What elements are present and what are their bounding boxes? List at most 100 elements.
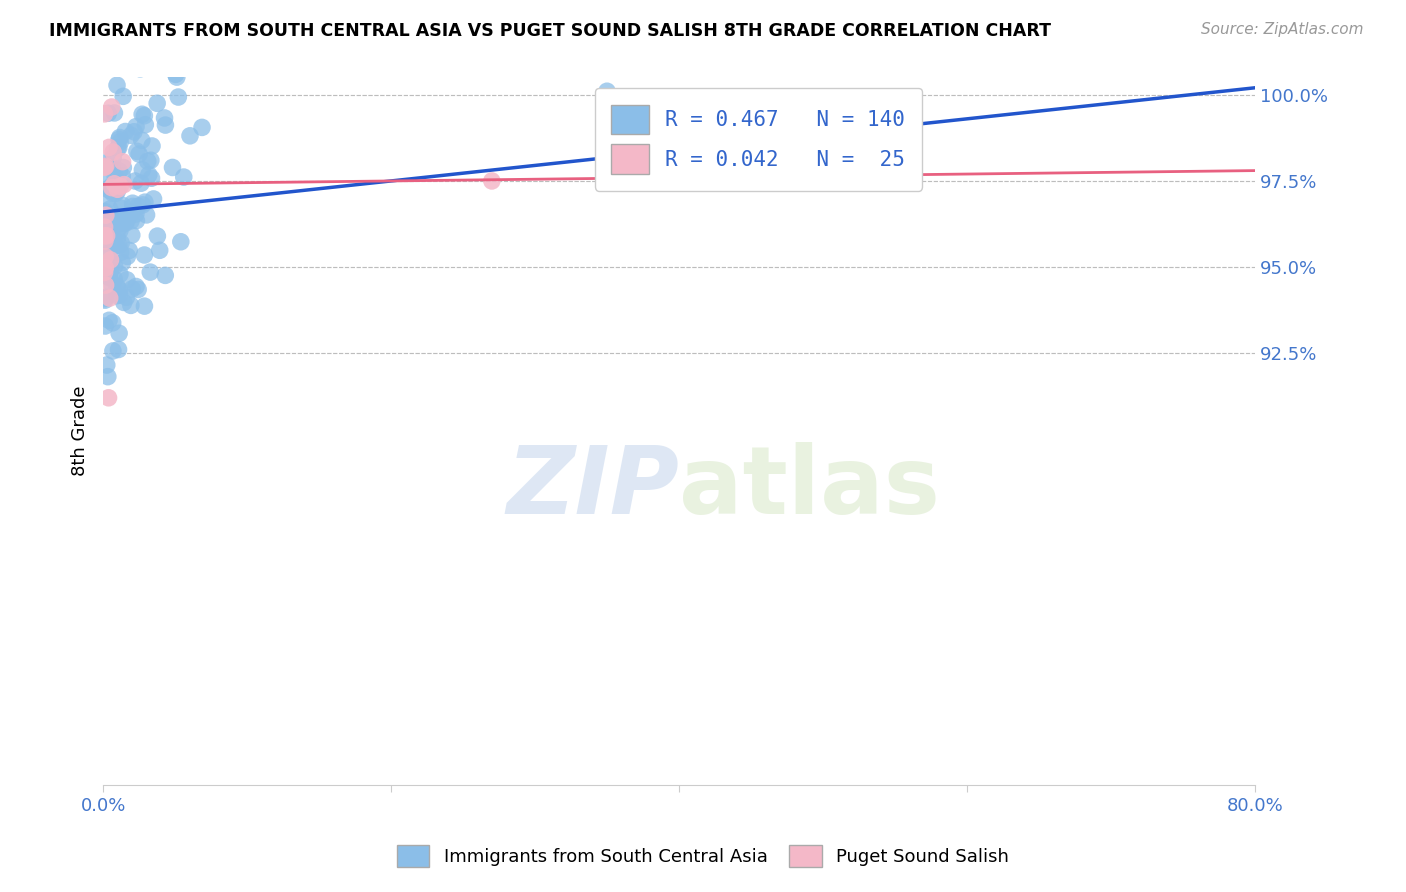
Point [93, 107, 115, 121]
Point [94, 293, 117, 308]
Point [127, 199, 149, 213]
Point [93, 218, 115, 232]
Point [108, 267, 131, 281]
Point [107, 238, 129, 252]
Point [103, 272, 125, 286]
Point [93, 235, 115, 250]
Point [141, 139, 163, 153]
Point [125, 145, 148, 159]
Point [100, 179, 122, 194]
Point [107, 141, 129, 155]
Legend: R = 0.467   N = 140, R = 0.042   N =  25: R = 0.467 N = 140, R = 0.042 N = 25 [595, 87, 922, 191]
Point [93, 223, 115, 237]
Point [191, 120, 214, 135]
Point [146, 229, 169, 244]
Point [94, 208, 117, 222]
Point [118, 244, 141, 258]
Point [93, 265, 115, 279]
Point [111, 216, 134, 230]
Point [107, 343, 129, 357]
Point [103, 259, 125, 273]
Point [111, 198, 134, 212]
Point [107, 182, 129, 196]
Point [110, 135, 132, 149]
Point [112, 161, 135, 175]
Point [98, 202, 121, 216]
Point [107, 213, 129, 227]
Point [94, 278, 117, 293]
Point [155, 268, 177, 283]
Point [115, 213, 138, 227]
Point [121, 228, 143, 243]
Point [124, 174, 146, 188]
Point [135, 208, 157, 222]
Point [110, 202, 132, 216]
Point [108, 132, 131, 146]
Point [93, 252, 115, 266]
Point [122, 125, 145, 139]
Point [114, 124, 136, 138]
Point [110, 245, 132, 260]
Point [96, 242, 118, 256]
Point [96, 228, 118, 243]
Point [162, 161, 184, 175]
Point [105, 184, 128, 198]
Point [110, 179, 132, 194]
Point [103, 150, 125, 164]
Point [155, 118, 177, 132]
Point [94, 260, 117, 275]
Point [121, 282, 143, 296]
Point [98, 313, 121, 327]
Point [103, 177, 125, 191]
Point [105, 231, 128, 245]
Point [98, 222, 121, 236]
Point [103, 106, 125, 120]
Point [155, 51, 177, 65]
Point [107, 213, 129, 227]
Point [134, 195, 156, 210]
Point [96, 358, 118, 372]
Point [125, 120, 148, 134]
Point [187, 0, 209, 11]
Point [166, 70, 188, 84]
Point [121, 205, 143, 219]
Point [111, 214, 134, 228]
Point [101, 343, 124, 358]
Point [121, 196, 143, 211]
Point [101, 180, 124, 194]
Point [120, 214, 142, 228]
Point [96, 215, 118, 229]
Point [108, 326, 131, 341]
Point [101, 278, 124, 293]
Point [142, 192, 165, 206]
Point [101, 316, 124, 330]
Point [96, 209, 118, 223]
Point [101, 186, 124, 201]
Point [122, 199, 145, 213]
Point [117, 249, 139, 263]
Point [165, 67, 187, 81]
Point [120, 298, 142, 312]
Point [136, 154, 159, 169]
Point [94, 159, 117, 173]
Point [596, 84, 619, 98]
Point [112, 295, 135, 310]
Point [139, 153, 162, 168]
Point [93, 228, 115, 243]
Point [94, 318, 117, 333]
Point [108, 283, 131, 297]
Point [100, 252, 122, 267]
Point [93, 161, 115, 175]
Point [107, 140, 129, 154]
Point [129, 62, 152, 76]
Point [120, 128, 142, 143]
Point [101, 161, 124, 175]
Point [97, 182, 120, 196]
Point [134, 248, 156, 262]
Point [105, 78, 128, 93]
Point [115, 273, 138, 287]
Point [100, 225, 122, 239]
Point [94, 250, 117, 264]
Point [104, 238, 127, 252]
Point [179, 128, 201, 143]
